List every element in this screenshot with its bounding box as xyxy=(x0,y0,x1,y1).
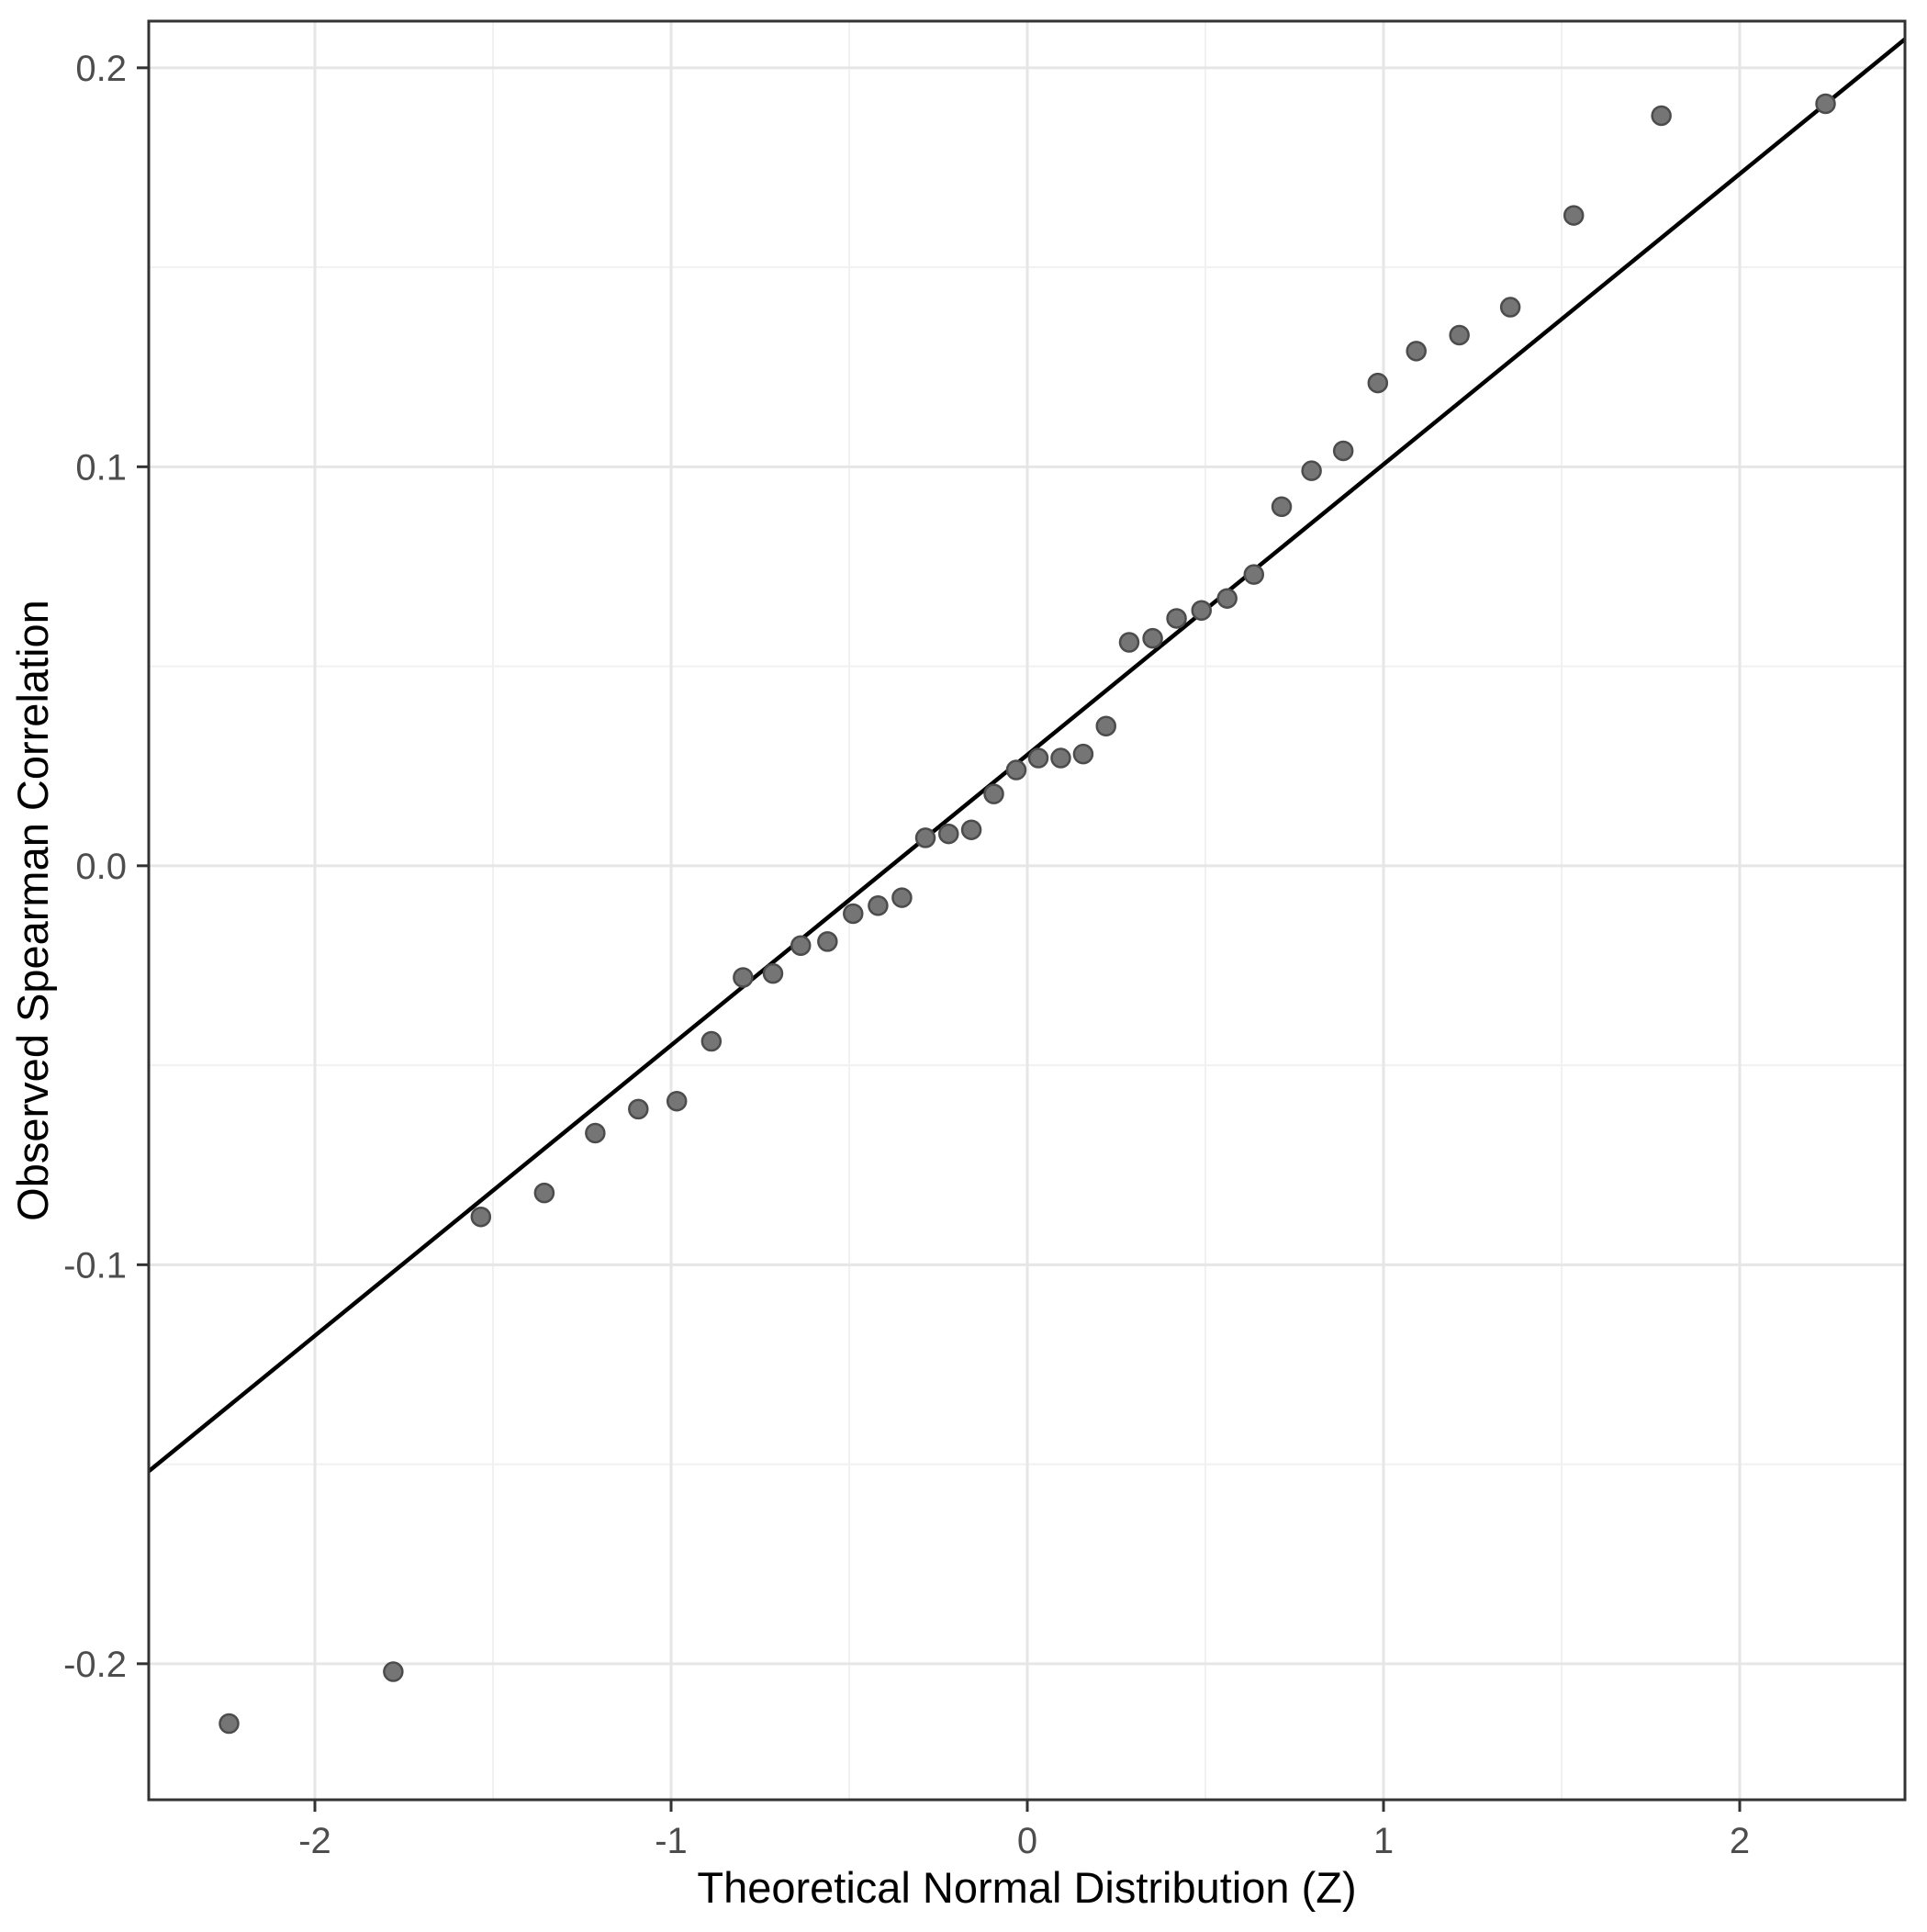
data-point xyxy=(983,783,1004,804)
data-point xyxy=(1406,341,1427,362)
axis-tick-labels: -2 -1 0 1 2 0.2 0.1 0.0 -0.1 -0.2 xyxy=(63,49,1750,1861)
data-point xyxy=(1072,743,1094,765)
data-point xyxy=(960,819,982,840)
data-point xyxy=(383,1661,404,1682)
data-point xyxy=(700,1030,723,1052)
data-point xyxy=(1243,564,1265,585)
data-point xyxy=(666,1090,688,1112)
y-tick-label: 0.1 xyxy=(75,447,127,488)
qq-reference-line xyxy=(147,37,1907,1473)
data-point xyxy=(1095,715,1117,737)
axis-tick-marks xyxy=(137,66,1742,1812)
data-point xyxy=(762,962,784,984)
data-point xyxy=(1050,747,1071,769)
data-point xyxy=(1142,627,1163,649)
data-point xyxy=(914,827,936,848)
data-point xyxy=(938,823,959,845)
x-tick-label: 2 xyxy=(1730,1821,1750,1861)
data-point xyxy=(1563,205,1585,226)
data-point xyxy=(1118,632,1140,653)
data-point xyxy=(790,935,812,956)
y-tick-label: 0.0 xyxy=(75,847,127,887)
data-point xyxy=(470,1206,492,1228)
x-axis-title: Theoretical Normal Distribution (Z) xyxy=(697,1863,1356,1912)
x-tick-label: 1 xyxy=(1373,1821,1394,1861)
data-point xyxy=(891,887,913,908)
data-point xyxy=(1027,747,1049,769)
data-point xyxy=(1367,372,1389,394)
data-point xyxy=(1216,588,1238,609)
data-point xyxy=(733,967,754,988)
data-point xyxy=(1651,105,1672,127)
y-tick-label: 0.2 xyxy=(75,49,127,89)
data-point xyxy=(585,1122,606,1144)
data-point xyxy=(1815,93,1836,115)
data-point xyxy=(1005,759,1027,781)
data-point xyxy=(1332,440,1354,462)
data-point xyxy=(1166,608,1187,629)
x-tick-label: -1 xyxy=(655,1821,688,1861)
scatter-points xyxy=(218,93,1836,1735)
data-point xyxy=(1271,496,1293,518)
x-tick-label: -2 xyxy=(298,1821,331,1861)
y-tick-label: -0.2 xyxy=(63,1645,127,1685)
y-tick-label: -0.1 xyxy=(63,1245,127,1286)
data-point xyxy=(1499,297,1521,318)
data-point xyxy=(218,1713,240,1735)
data-point xyxy=(533,1182,555,1204)
x-tick-label: 0 xyxy=(1017,1821,1037,1861)
data-point xyxy=(843,903,864,925)
data-point xyxy=(817,931,838,952)
y-axis-title: Observed Spearman Correlation xyxy=(8,600,57,1221)
major-gridlines xyxy=(149,21,1905,1800)
data-point xyxy=(1191,600,1212,622)
data-point xyxy=(868,895,889,916)
data-point xyxy=(1449,324,1470,346)
data-point xyxy=(1301,460,1322,481)
data-point xyxy=(628,1098,649,1120)
